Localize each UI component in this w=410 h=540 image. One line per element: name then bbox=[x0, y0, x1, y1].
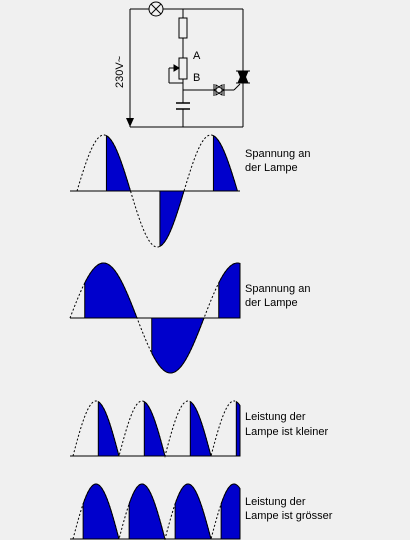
circuit-schematic bbox=[129, 1, 250, 128]
conducting-segment bbox=[105, 134, 132, 192]
waveform-panel-3 bbox=[70, 400, 241, 458]
conducting-segment bbox=[143, 400, 166, 457]
node-b-label: B bbox=[193, 72, 200, 84]
conducting-segment bbox=[235, 400, 241, 457]
conducting-segment bbox=[189, 400, 212, 457]
panel-1-label-line-1: Spannung an bbox=[245, 148, 310, 160]
resistor-symbol bbox=[178, 17, 188, 39]
conducting-segment bbox=[159, 190, 185, 248]
conducting-segment bbox=[128, 483, 166, 540]
panel-1-label-line-2: der Lampe bbox=[245, 162, 298, 174]
panel-4-label-line-2: Lampe ist grösser bbox=[245, 510, 333, 522]
conducting-segment bbox=[220, 483, 241, 540]
panel-3-label-line-1: Leistung der bbox=[245, 411, 306, 423]
panel-4-label-line-1: Leistung der bbox=[245, 496, 306, 508]
panel-3-label-line-2: Lampe ist kleiner bbox=[245, 426, 328, 438]
triac-symbol bbox=[236, 69, 250, 85]
conducting-segment bbox=[151, 317, 205, 374]
lamp-symbol bbox=[148, 1, 164, 17]
conducting-segment bbox=[218, 262, 241, 319]
panel-2-label-line-2: der Lampe bbox=[245, 297, 298, 309]
potentiometer-wiper bbox=[168, 64, 183, 84]
voltage-label: 230V~ bbox=[114, 56, 126, 88]
conducting-segment bbox=[97, 400, 120, 457]
waveform-panel-2 bbox=[69, 262, 241, 374]
waveform-panel-4 bbox=[70, 483, 241, 540]
panel-2-label-line-1: Spannung an bbox=[245, 283, 310, 295]
node-a-label: A bbox=[193, 50, 201, 62]
sine-curve bbox=[72, 400, 236, 458]
sine-curve bbox=[72, 483, 236, 540]
voltage-arrow bbox=[126, 42, 134, 127]
conducting-segment bbox=[212, 134, 239, 192]
gate-lead bbox=[233, 83, 241, 91]
capacitor-symbol bbox=[176, 102, 190, 110]
diac-symbol bbox=[213, 84, 225, 96]
conducting-segment bbox=[82, 483, 120, 540]
conducting-segment bbox=[174, 483, 212, 540]
waveform-panel-1 bbox=[70, 134, 240, 248]
sine-curve bbox=[76, 134, 236, 248]
potentiometer-symbol bbox=[178, 57, 188, 80]
sine-curve bbox=[69, 262, 236, 374]
conducting-segment bbox=[84, 262, 138, 319]
